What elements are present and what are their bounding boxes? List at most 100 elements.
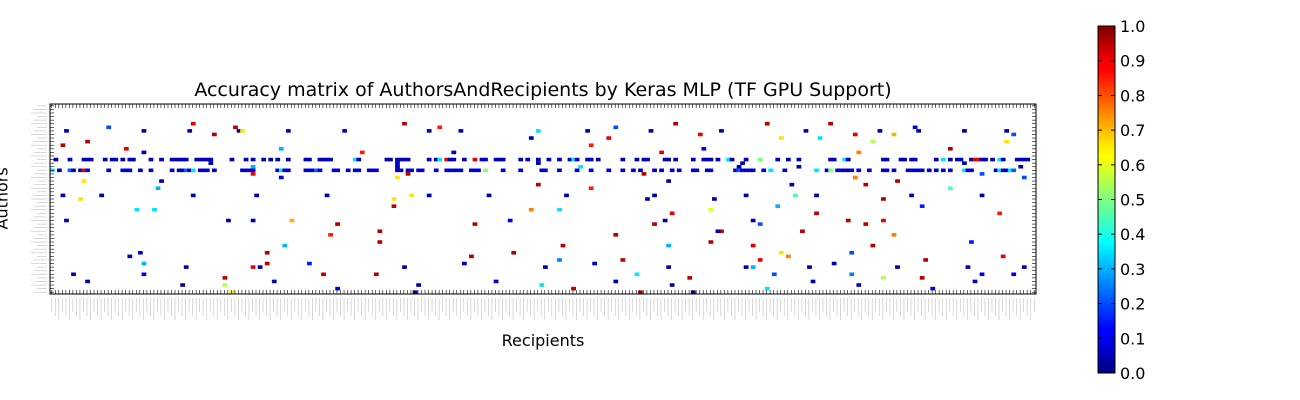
heatmap-cell [866,168,872,173]
heatmap-cell [803,129,809,133]
heatmap-cell [669,168,675,173]
heatmap-cell [183,168,189,173]
heatmap-cell [138,168,143,173]
heatmap-cell [64,218,69,223]
heatmap-cell [324,157,330,162]
heatmap-cell [863,182,869,187]
heatmap-cell [180,168,186,173]
heatmap-cell [947,157,953,162]
heatmap-cell [750,168,756,173]
heatmap-cell [881,197,886,201]
heatmap-cell [123,147,129,151]
heatmap-cell [409,168,414,173]
heatmap-cell [148,168,154,173]
heatmap-cell [842,157,848,162]
heatmap-cell [814,168,819,173]
heatmap-cell [78,168,83,173]
heatmap-cell [528,136,534,140]
heatmap-cell [60,193,66,198]
heatmap-cell [543,168,548,173]
heatmap-cell [926,168,932,173]
heatmap-cell [472,222,478,226]
heatmap-cell [180,157,186,162]
heatmap-cell [233,125,238,130]
heatmap-cell [250,172,256,176]
heatmap-cell [1000,254,1006,259]
colorbar-tick-label: 0.7 [1120,121,1145,140]
heatmap-cell [631,168,636,173]
heatmap-cell [708,157,714,162]
heatmap-cell [933,168,939,173]
heatmap-cell [335,222,340,226]
heatmap-cell [451,150,457,155]
heatmap-cell [997,211,1003,216]
heatmap-cell [567,157,573,162]
heatmap-cell [690,290,696,294]
heatmap-cell [673,157,679,162]
heatmap-cell [159,179,164,183]
heatmap-cell [701,157,707,162]
heatmap-cell [130,157,136,162]
heatmap-cell [965,168,971,173]
heatmap-cell [814,193,819,198]
heatmap-cell [539,283,545,287]
x-tick-marks [51,104,1035,320]
heatmap-cell [307,261,312,266]
heatmap-cell [736,168,742,173]
heatmap-cell [606,136,612,140]
heatmap-cell [764,286,770,291]
heatmap-cell [1000,157,1006,162]
heatmap-cell [557,157,562,162]
heatmap-cell [912,157,918,162]
heatmap-cell [757,258,763,262]
heatmap-cell [462,157,467,162]
heatmap-cell [518,157,524,162]
heatmap-cell [592,261,598,266]
heatmap-cell [585,157,591,162]
heatmap-cell [469,254,474,259]
heatmap-cell [659,150,664,155]
heatmap-cell [352,168,358,173]
heatmap-cell [159,157,164,162]
heatmap-cell [983,157,988,162]
heatmap-cell [222,283,228,287]
heatmap-cell [997,168,1003,173]
heatmap-cell [645,157,650,162]
heatmap-cell [775,204,781,208]
heatmap-cell [426,193,432,198]
heatmap-cell [743,265,749,269]
heatmap-cell [85,157,90,162]
heatmap-cell [211,168,217,173]
heatmap-cell [303,168,309,173]
heatmap-cell [659,168,664,173]
heatmap-cell [870,139,876,144]
heatmap-cell [979,272,985,277]
heatmap-cell [451,157,457,162]
heatmap-cell [750,265,756,269]
heatmap-cell [250,164,256,169]
heatmap-cell [433,168,439,173]
heatmap-cell [743,168,749,173]
heatmap-cell [990,157,995,162]
heatmap-cell [761,168,767,173]
heatmap-cell [405,157,411,162]
heatmap-cell [169,168,175,173]
heatmap-cell [454,168,460,173]
heatmap-cell [180,283,186,287]
heatmap-cell [676,168,682,173]
colorbar-ticks: 0.0 0.1 0.2 0.3 0.4 0.5 0.6 0.7 0.8 0.9 1.0 [1098,17,1145,383]
heatmap-cell [356,157,362,162]
chart-title: Accuracy matrix of AuthorsAndRecipients … [194,79,892,101]
heatmap-cell [638,290,643,294]
heatmap-cell [807,265,812,269]
heatmap-cell [254,193,259,198]
heatmap-cell [962,168,967,173]
heatmap-cell [849,168,855,173]
heatmap-cell [743,193,749,198]
heatmap-cell [275,157,281,162]
heatmap-cell [940,157,946,162]
heatmap-cell [891,233,897,237]
heatmap-cell [641,157,647,162]
heatmap-cell [778,136,784,140]
